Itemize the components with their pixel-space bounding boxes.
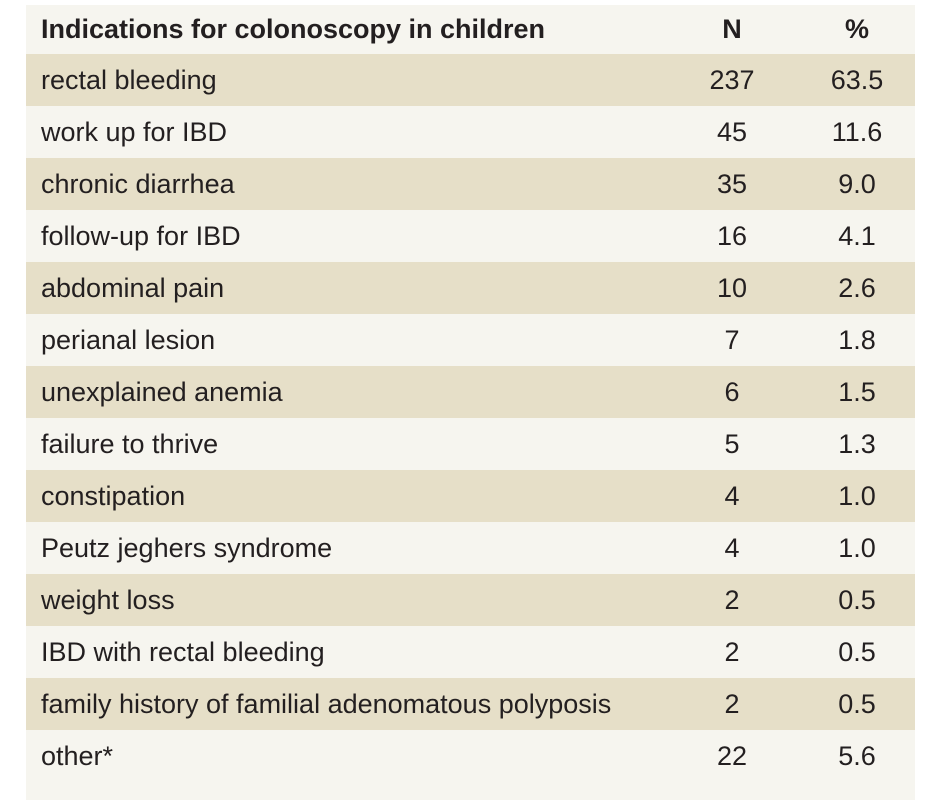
row-percent: 1.0 bbox=[799, 470, 915, 522]
table-row: perianal lesion 7 1.8 bbox=[26, 314, 915, 366]
table-row: failure to thrive 5 1.3 bbox=[26, 418, 915, 470]
table-row: Peutz jeghers syndrome 4 1.0 bbox=[26, 522, 915, 574]
row-n: 7 bbox=[665, 314, 799, 366]
table-row: unexplained anemia 6 1.5 bbox=[26, 366, 915, 418]
row-label: perianal lesion bbox=[26, 314, 665, 366]
header-percent: % bbox=[799, 5, 915, 54]
row-percent: 1.3 bbox=[799, 418, 915, 470]
row-percent: 0.5 bbox=[799, 574, 915, 626]
row-label: Peutz jeghers syndrome bbox=[26, 522, 665, 574]
row-n: 2 bbox=[665, 626, 799, 678]
row-percent: 2.6 bbox=[799, 262, 915, 314]
row-n: 2 bbox=[665, 678, 799, 730]
row-n: 45 bbox=[665, 106, 799, 158]
row-label: work up for IBD bbox=[26, 106, 665, 158]
header-indication: Indications for colonoscopy in children bbox=[26, 5, 665, 54]
table-row: constipation 4 1.0 bbox=[26, 470, 915, 522]
row-label: chronic diarrhea bbox=[26, 158, 665, 210]
row-percent: 1.0 bbox=[799, 522, 915, 574]
table-row: rectal bleeding 237 63.5 bbox=[26, 54, 915, 106]
row-percent: 0.5 bbox=[799, 678, 915, 730]
table-row: other* 22 5.6 bbox=[26, 730, 915, 782]
row-label: unexplained anemia bbox=[26, 366, 665, 418]
row-n: 10 bbox=[665, 262, 799, 314]
row-n: 4 bbox=[665, 470, 799, 522]
row-n: 4 bbox=[665, 522, 799, 574]
row-label: IBD with rectal bleeding bbox=[26, 626, 665, 678]
row-percent: 9.0 bbox=[799, 158, 915, 210]
indications-table: Indications for colonoscopy in children … bbox=[26, 5, 915, 782]
row-n: 6 bbox=[665, 366, 799, 418]
row-percent: 0.5 bbox=[799, 626, 915, 678]
row-n: 2 bbox=[665, 574, 799, 626]
row-label: failure to thrive bbox=[26, 418, 665, 470]
row-label: rectal bleeding bbox=[26, 54, 665, 106]
row-percent: 63.5 bbox=[799, 54, 915, 106]
row-n: 22 bbox=[665, 730, 799, 782]
row-percent: 1.8 bbox=[799, 314, 915, 366]
table-row: abdominal pain 10 2.6 bbox=[26, 262, 915, 314]
row-percent: 11.6 bbox=[799, 106, 915, 158]
row-n: 237 bbox=[665, 54, 799, 106]
row-n: 16 bbox=[665, 210, 799, 262]
table-row: follow-up for IBD 16 4.1 bbox=[26, 210, 915, 262]
row-n: 5 bbox=[665, 418, 799, 470]
table-row: family history of familial adenomatous p… bbox=[26, 678, 915, 730]
row-n: 35 bbox=[665, 158, 799, 210]
indications-table-container: Indications for colonoscopy in children … bbox=[26, 5, 915, 800]
row-label: other* bbox=[26, 730, 665, 782]
table-row: IBD with rectal bleeding 2 0.5 bbox=[26, 626, 915, 678]
row-label: weight loss bbox=[26, 574, 665, 626]
row-label: follow-up for IBD bbox=[26, 210, 665, 262]
table-header-row: Indications for colonoscopy in children … bbox=[26, 5, 915, 54]
row-label: family history of familial adenomatous p… bbox=[26, 678, 665, 730]
table-row: weight loss 2 0.5 bbox=[26, 574, 915, 626]
row-percent: 5.6 bbox=[799, 730, 915, 782]
header-n: N bbox=[665, 5, 799, 54]
table-row: chronic diarrhea 35 9.0 bbox=[26, 158, 915, 210]
row-percent: 1.5 bbox=[799, 366, 915, 418]
row-label: constipation bbox=[26, 470, 665, 522]
row-percent: 4.1 bbox=[799, 210, 915, 262]
row-label: abdominal pain bbox=[26, 262, 665, 314]
table-row: work up for IBD 45 11.6 bbox=[26, 106, 915, 158]
